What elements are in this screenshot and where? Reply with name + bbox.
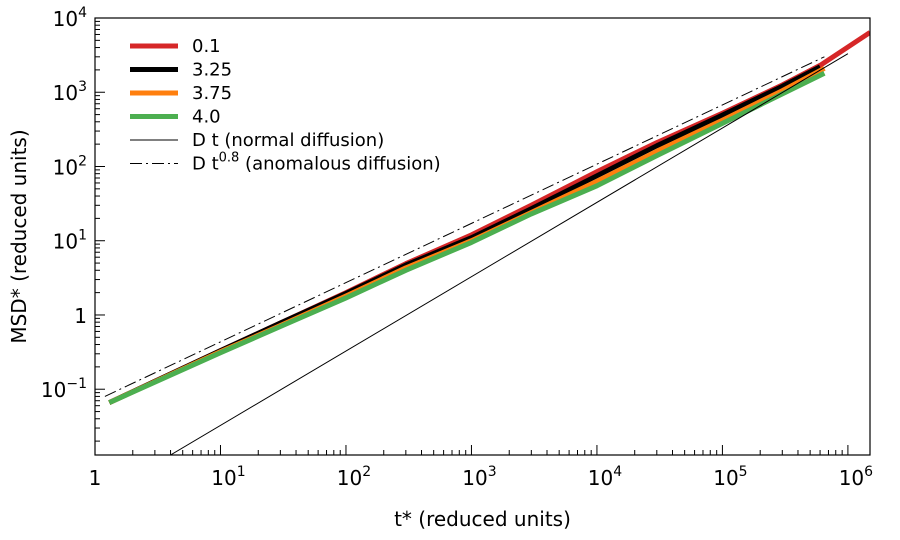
x-tick-label: 103 bbox=[462, 464, 496, 490]
y-tick-label: 104 bbox=[53, 5, 87, 31]
ticks-layer: 1 101 102 103 104 105 106 10−1 1 101 102 103 104 bbox=[41, 5, 873, 490]
y-tick-label: 101 bbox=[53, 228, 87, 254]
y-tick-label: 10−1 bbox=[41, 376, 87, 402]
x-tick-label: 105 bbox=[713, 464, 747, 490]
series-line-4-0 bbox=[108, 71, 826, 405]
legend-label: D t0.8 (anomalous diffusion) bbox=[192, 151, 441, 175]
legend-label: 4.0 bbox=[192, 107, 221, 128]
x-tick-label: 104 bbox=[588, 464, 622, 490]
y-tick-label: 1 bbox=[74, 304, 87, 328]
x-tick-label: 102 bbox=[337, 464, 371, 490]
series-line-d-t0-8-anomalous-diffusion bbox=[104, 56, 825, 397]
plot-frame bbox=[94, 17, 871, 456]
legend-label: 3.25 bbox=[192, 60, 232, 81]
legend: 0.1 3.253.75 4.0D t (normal diffusion)D t0… bbox=[130, 36, 441, 175]
legend-label: D t (normal diffusion) bbox=[192, 130, 384, 151]
legend-label: 3.75 bbox=[192, 83, 232, 104]
series-layer bbox=[104, 30, 870, 455]
y-axis-title: MSD* (reduced units) bbox=[7, 129, 31, 343]
y-tick-label: 102 bbox=[53, 153, 87, 179]
x-tick-label: 101 bbox=[211, 464, 245, 490]
series-line-d-t-normal-diffusion bbox=[170, 53, 849, 455]
x-axis-title: t* (reduced units) bbox=[394, 507, 571, 531]
y-tick-label: 103 bbox=[53, 79, 87, 105]
x-tick-label: 106 bbox=[839, 464, 873, 490]
legend-label: 0.1 bbox=[192, 36, 221, 57]
x-tick-label: 1 bbox=[89, 466, 102, 490]
